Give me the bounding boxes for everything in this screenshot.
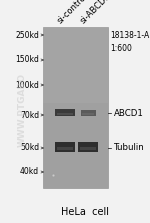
Bar — [43, 27, 108, 103]
Text: 100kd: 100kd — [15, 81, 39, 89]
Text: si-ABCD1: si-ABCD1 — [79, 0, 112, 25]
Text: HeLa  cell: HeLa cell — [61, 207, 109, 217]
Bar — [57, 113, 73, 115]
Text: ABCD1: ABCD1 — [114, 109, 144, 118]
Bar — [55, 109, 75, 116]
Text: 250kd: 250kd — [15, 31, 39, 39]
Bar — [57, 147, 73, 150]
Text: Tubulin: Tubulin — [114, 143, 145, 153]
Bar — [55, 142, 75, 152]
Text: si-control: si-control — [56, 0, 90, 25]
Text: 18138-1-AP
1:600: 18138-1-AP 1:600 — [110, 31, 150, 53]
Text: 70kd: 70kd — [20, 111, 39, 120]
Bar — [43, 27, 108, 188]
Text: 150kd: 150kd — [15, 56, 39, 64]
Text: 40kd: 40kd — [20, 167, 39, 176]
Bar — [78, 142, 98, 152]
Bar — [80, 147, 96, 150]
Text: 50kd: 50kd — [20, 143, 39, 153]
Text: WWW.PTGABO: WWW.PTGABO — [18, 73, 27, 147]
Bar — [81, 110, 96, 116]
Bar — [82, 113, 94, 115]
